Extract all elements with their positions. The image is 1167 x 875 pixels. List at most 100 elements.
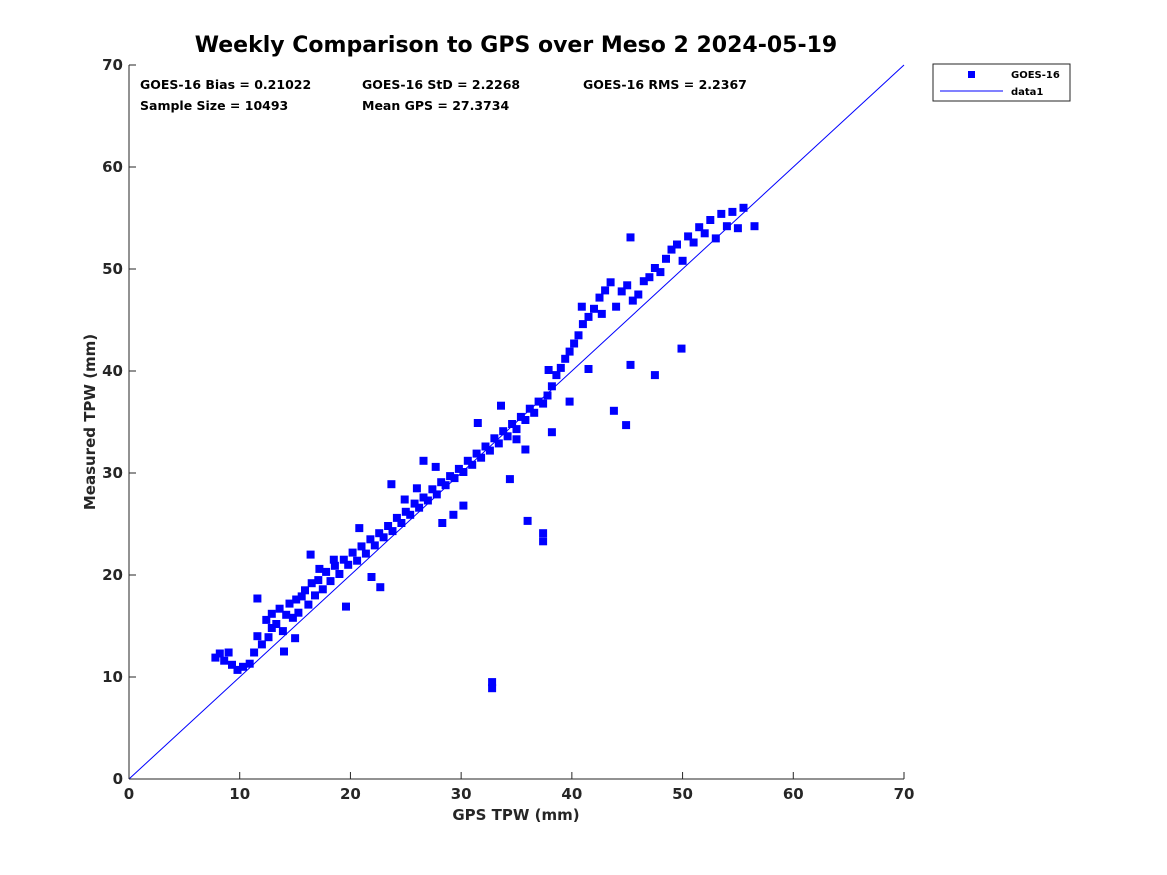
data-point	[357, 542, 366, 551]
data-point	[397, 519, 406, 527]
y-ticks: 0 10 20 30 40 50 60 70	[102, 56, 136, 788]
data-point	[609, 406, 618, 415]
data-point	[306, 550, 315, 559]
data-point	[728, 207, 737, 216]
data-point	[449, 510, 458, 519]
data-point	[410, 499, 419, 508]
data-point	[228, 660, 236, 669]
data-point	[561, 354, 570, 363]
data-point	[406, 510, 415, 519]
axes	[128, 65, 904, 780]
y-tick-label: 60	[102, 158, 123, 176]
x-tick-label: 30	[451, 785, 472, 803]
data-point	[432, 490, 441, 499]
data-point	[750, 222, 759, 231]
data-point	[415, 503, 424, 512]
data-point	[584, 365, 593, 373]
data-point	[684, 232, 693, 241]
data-point	[318, 585, 327, 594]
y-tick-label: 0	[113, 770, 123, 788]
data-point	[441, 481, 450, 490]
one-to-one-line	[128, 64, 905, 780]
data-point	[375, 529, 384, 538]
data-point	[617, 287, 626, 296]
data-point	[544, 366, 553, 374]
data-point	[512, 435, 521, 444]
data-point	[523, 516, 532, 525]
data-point	[278, 627, 287, 636]
rms-annotation: GOES-16 RMS = 2.2367	[583, 77, 747, 92]
data-point	[717, 209, 726, 218]
data-point	[673, 240, 681, 249]
data-point	[472, 449, 481, 458]
data-point	[267, 609, 276, 618]
data-point	[488, 684, 497, 693]
data-point	[459, 468, 468, 476]
data-point	[463, 456, 472, 465]
data-point	[634, 290, 643, 299]
data-point	[499, 427, 508, 436]
data-point	[595, 293, 604, 302]
legend-marker-square	[968, 71, 975, 78]
data-point	[437, 478, 446, 487]
data-point	[623, 281, 632, 290]
legend-label-data1: data1	[1011, 87, 1043, 98]
data-point	[454, 464, 463, 473]
data-point	[322, 567, 331, 576]
data-point	[264, 633, 273, 642]
data-point	[525, 404, 534, 413]
data-point	[288, 613, 297, 622]
data-point	[342, 602, 350, 611]
data-point	[292, 595, 301, 604]
data-point	[543, 391, 552, 400]
data-point	[215, 649, 224, 658]
data-point	[280, 647, 288, 656]
data-point	[355, 524, 364, 533]
std-annotation: GOES-16 StD = 2.2268	[362, 77, 520, 92]
legend[interactable]: GOES-16 data1	[932, 63, 1071, 102]
data-point	[423, 496, 432, 505]
data-point	[339, 555, 348, 564]
data-point	[431, 462, 440, 471]
data-point	[508, 420, 517, 428]
x-tick-label: 60	[783, 785, 804, 803]
data-point	[294, 608, 303, 617]
data-point	[326, 577, 335, 586]
data-point	[233, 665, 242, 674]
data-point	[584, 312, 593, 321]
data-point	[722, 222, 731, 231]
legend-box	[932, 63, 1071, 102]
x-axis-label: GPS TPW (mm)	[452, 806, 579, 824]
data-point	[677, 344, 686, 353]
data-point	[446, 472, 455, 481]
data-point	[253, 632, 262, 641]
data-point	[497, 401, 505, 410]
data-point	[224, 648, 233, 657]
data-point	[468, 460, 477, 469]
x-tick-label: 0	[124, 785, 134, 803]
data-point	[344, 560, 353, 569]
data-point	[401, 507, 410, 516]
x-tick-label: 70	[894, 785, 915, 803]
data-point	[438, 519, 447, 527]
data-point	[262, 615, 271, 624]
data-point	[307, 579, 316, 588]
data-point	[565, 397, 574, 406]
data-point	[379, 533, 388, 542]
data-point	[485, 446, 494, 455]
data-point	[700, 229, 709, 238]
data-point	[211, 653, 220, 662]
data-point	[348, 548, 357, 557]
data-point	[597, 309, 606, 318]
data-point	[565, 347, 574, 356]
data-point	[329, 555, 338, 564]
data-point	[733, 224, 742, 233]
data-point	[667, 245, 676, 254]
data-point	[459, 501, 468, 510]
data-point	[574, 331, 583, 340]
data-point	[384, 522, 393, 530]
data-point	[473, 419, 482, 427]
data-point	[291, 634, 300, 643]
data-point	[739, 203, 748, 212]
data-point	[400, 495, 409, 504]
